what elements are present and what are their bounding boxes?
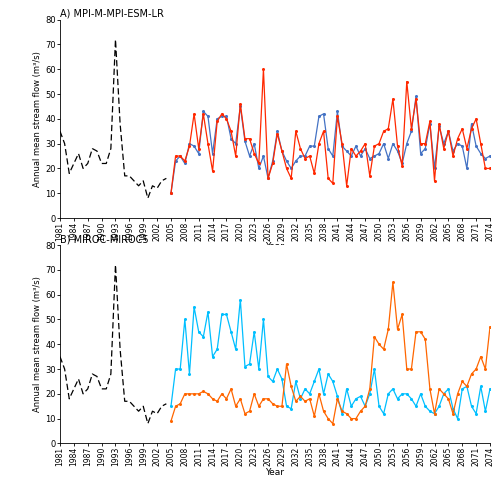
Y-axis label: Annual mean stream flow (m³/s): Annual mean stream flow (m³/s) bbox=[34, 276, 42, 412]
Legend: Observed, RCP 4.5, RCP 8.5: Observed, RCP 4.5, RCP 8.5 bbox=[181, 297, 369, 313]
Text: A) MPI-M-MPI-ESM-LR: A) MPI-M-MPI-ESM-LR bbox=[60, 9, 164, 19]
X-axis label: Year: Year bbox=[266, 242, 284, 251]
X-axis label: Year: Year bbox=[266, 467, 284, 477]
Y-axis label: Annual mean stream flow (m³/s): Annual mean stream flow (m³/s) bbox=[34, 51, 42, 187]
Text: B) MIROC-MIROC5: B) MIROC-MIROC5 bbox=[60, 234, 148, 244]
